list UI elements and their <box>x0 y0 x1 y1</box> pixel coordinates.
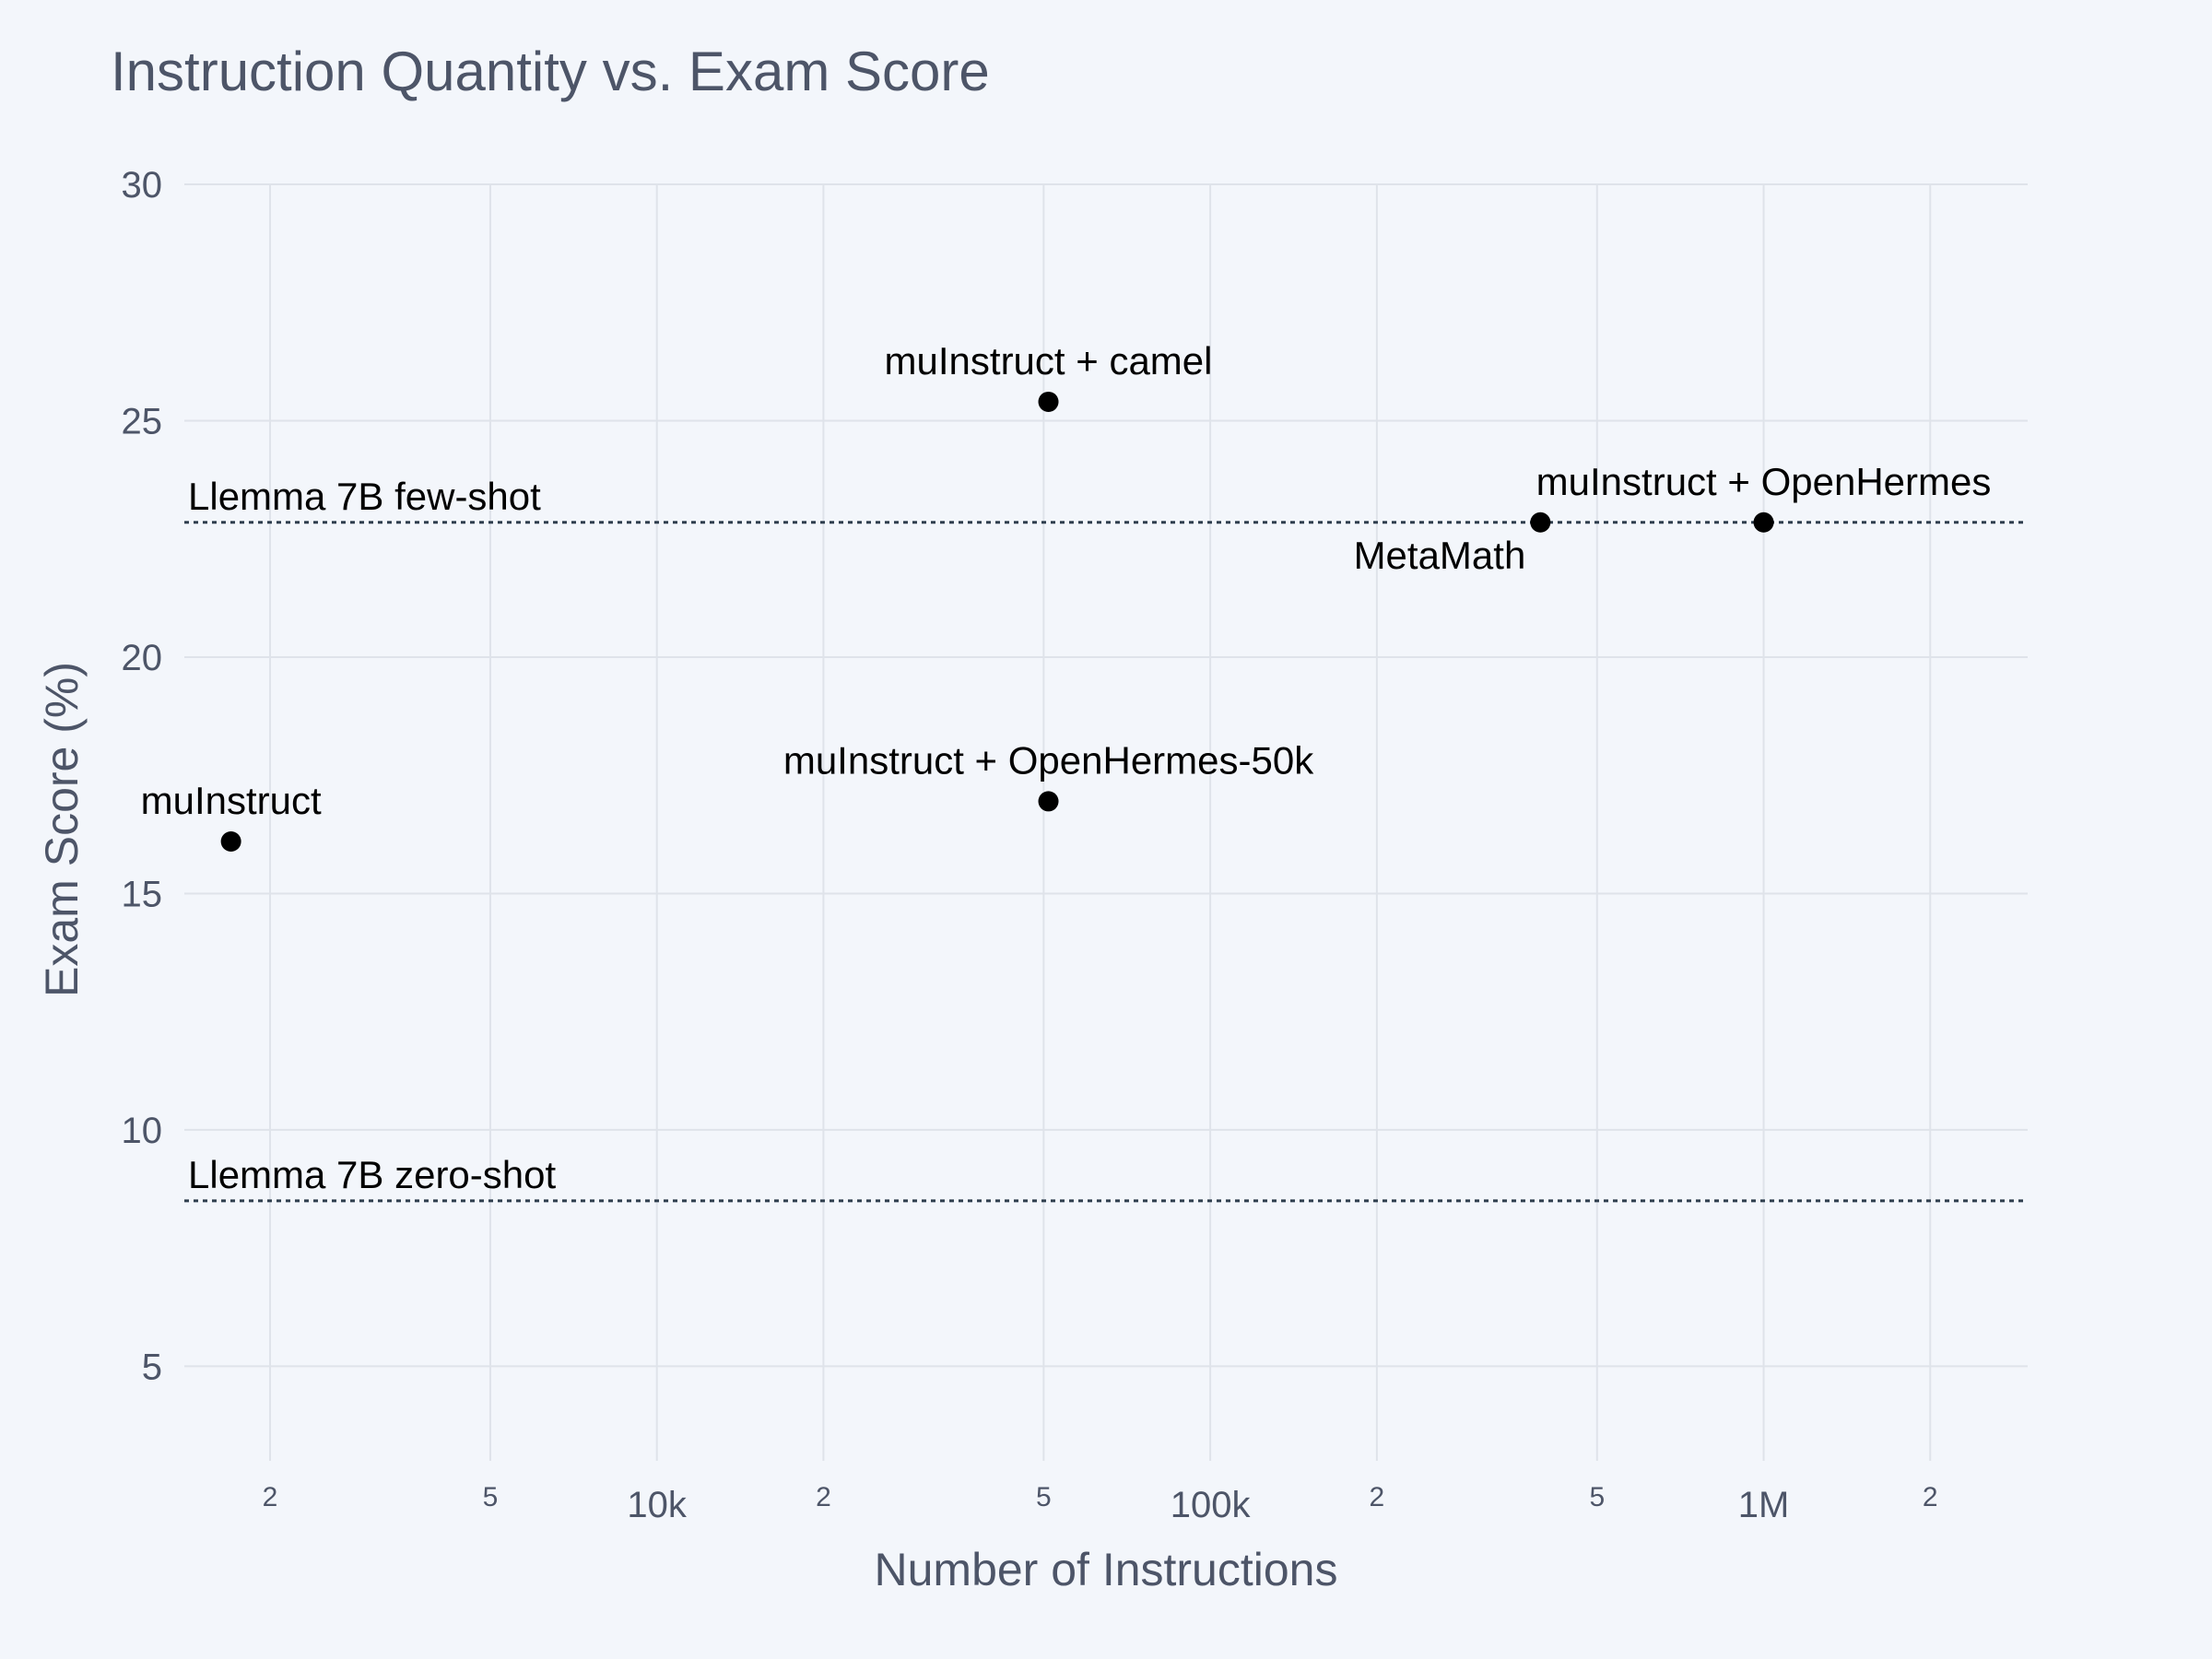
data-point-label: muInstruct + OpenHermes <box>1536 460 1992 503</box>
y-tick-label: 30 <box>122 165 163 206</box>
x-tick-label: 2 <box>263 1482 278 1512</box>
y-tick-label: 15 <box>122 874 163 914</box>
y-tick-label: 25 <box>122 401 163 441</box>
reference-line-label: Llemma 7B zero-shot <box>188 1153 556 1196</box>
data-points: muInstruct muInstruct + camel muInstruct +… <box>141 339 1992 853</box>
x-axis-ticks: 2 5 10k 2 5 100k 2 5 1M 2 <box>263 1482 1938 1525</box>
data-point <box>1038 791 1059 812</box>
y-axis-title: Exam Score (%) <box>36 662 88 997</box>
x-tick-label: 100k <box>1171 1485 1252 1525</box>
x-tick-label: 2 <box>1923 1482 1938 1512</box>
data-point-label: muInstruct <box>141 779 322 822</box>
y-tick-label: 20 <box>122 638 163 678</box>
x-tick-label: 1M <box>1738 1485 1790 1525</box>
data-point <box>1038 391 1059 412</box>
x-tick-label: 2 <box>816 1482 831 1512</box>
chart-title: Instruction Quantity vs. Exam Score <box>111 41 990 102</box>
data-point <box>1753 512 1774 533</box>
data-point <box>220 831 241 853</box>
y-tick-label: 5 <box>142 1347 162 1387</box>
data-point-label: MetaMath <box>1354 534 1526 577</box>
data-point <box>1530 512 1551 533</box>
y-tick-label: 10 <box>122 1111 163 1151</box>
y-axis-ticks: 5 10 15 20 25 30 <box>122 165 163 1387</box>
x-tick-label: 2 <box>1370 1482 1385 1512</box>
reference-lines: Llemma 7B few-shot Llemma 7B zero-shot <box>184 475 2028 1203</box>
x-tick-label: 5 <box>1589 1482 1605 1512</box>
data-point-label: muInstruct + camel <box>885 339 1213 382</box>
x-axis-title: Number of Instructions <box>875 1544 1338 1595</box>
data-point-label: muInstruct + OpenHermes-50k <box>783 738 1314 782</box>
x-tick-label: 5 <box>1036 1482 1052 1512</box>
x-tick-label: 10k <box>627 1485 687 1525</box>
x-tick-label: 5 <box>483 1482 499 1512</box>
reference-line-label: Llemma 7B few-shot <box>188 475 541 518</box>
